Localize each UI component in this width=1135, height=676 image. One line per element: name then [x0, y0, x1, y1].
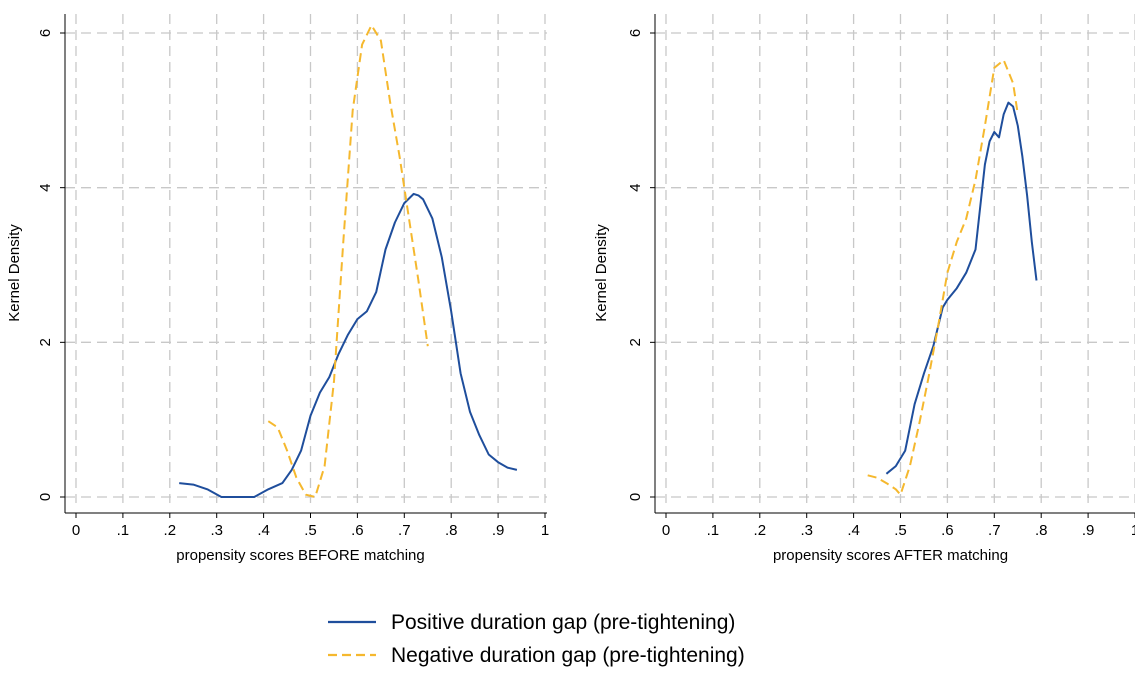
- x-tick-label: .4: [257, 522, 270, 539]
- y-tick-label: 6: [627, 29, 644, 37]
- y-tick-label: 2: [37, 338, 54, 346]
- x-tick-label: .3: [800, 522, 813, 539]
- x-axis-title: propensity scores BEFORE matching: [176, 547, 424, 564]
- x-tick-label: .6: [351, 522, 364, 539]
- legend-label: Positive duration gap (pre-tightening): [391, 611, 735, 634]
- y-tick-label: 4: [37, 183, 54, 191]
- negative-duration-gap-line: [267, 24, 429, 498]
- positive-duration-gap-line: [885, 101, 1038, 475]
- x-tick-label: 1: [1131, 522, 1135, 539]
- x-tick-label: 1: [541, 522, 549, 539]
- chart-panel-after: 0 .1 .2 .3 .4 .5 .6 .7 .8 .9 1 0 2 4 6 propensity score…: [593, 14, 1135, 564]
- y-tick-label: 2: [627, 338, 644, 346]
- negative-duration-gap-line: [867, 59, 1019, 496]
- y-axis-title: Kernel Density: [6, 224, 23, 322]
- x-tick-label: 0: [662, 522, 670, 539]
- legend-label: Negative duration gap (pre-tightening): [391, 644, 745, 667]
- x-tick-label: .7: [988, 522, 1001, 539]
- x-tick-label: .8: [1035, 522, 1048, 539]
- y-tick-label: 0: [37, 493, 54, 501]
- x-tick-label: .9: [492, 522, 505, 539]
- y-axis-title: Kernel Density: [593, 224, 610, 322]
- x-tick-label: .2: [164, 522, 177, 539]
- x-tick-label: .4: [847, 522, 860, 539]
- x-tick-label: .5: [894, 522, 907, 539]
- x-tick-label: .9: [1082, 522, 1095, 539]
- x-axis-title: propensity scores AFTER matching: [773, 547, 1008, 564]
- x-tick-label: .3: [210, 522, 223, 539]
- x-tick-label: .7: [398, 522, 411, 539]
- chart-panel-before: 0 .1 .2 .3 .4 .5 .6 .7 .8 .9 1 0 2 4 6 propensity score…: [6, 14, 549, 564]
- x-tick-label: .8: [445, 522, 458, 539]
- x-tick-label: .1: [707, 522, 720, 539]
- x-tick-label: 0: [72, 522, 80, 539]
- y-tick-label: 6: [37, 29, 54, 37]
- x-tick-label: .6: [941, 522, 954, 539]
- x-tick-label: .1: [117, 522, 130, 539]
- y-tick-label: 0: [627, 493, 644, 501]
- x-tick-label: .2: [754, 522, 767, 539]
- y-tick-label: 4: [627, 183, 644, 191]
- chart-legend: Positive duration gap (pre-tightening) Ne…: [328, 611, 745, 667]
- positive-duration-gap-line: [179, 192, 518, 498]
- x-tick-label: .5: [304, 522, 317, 539]
